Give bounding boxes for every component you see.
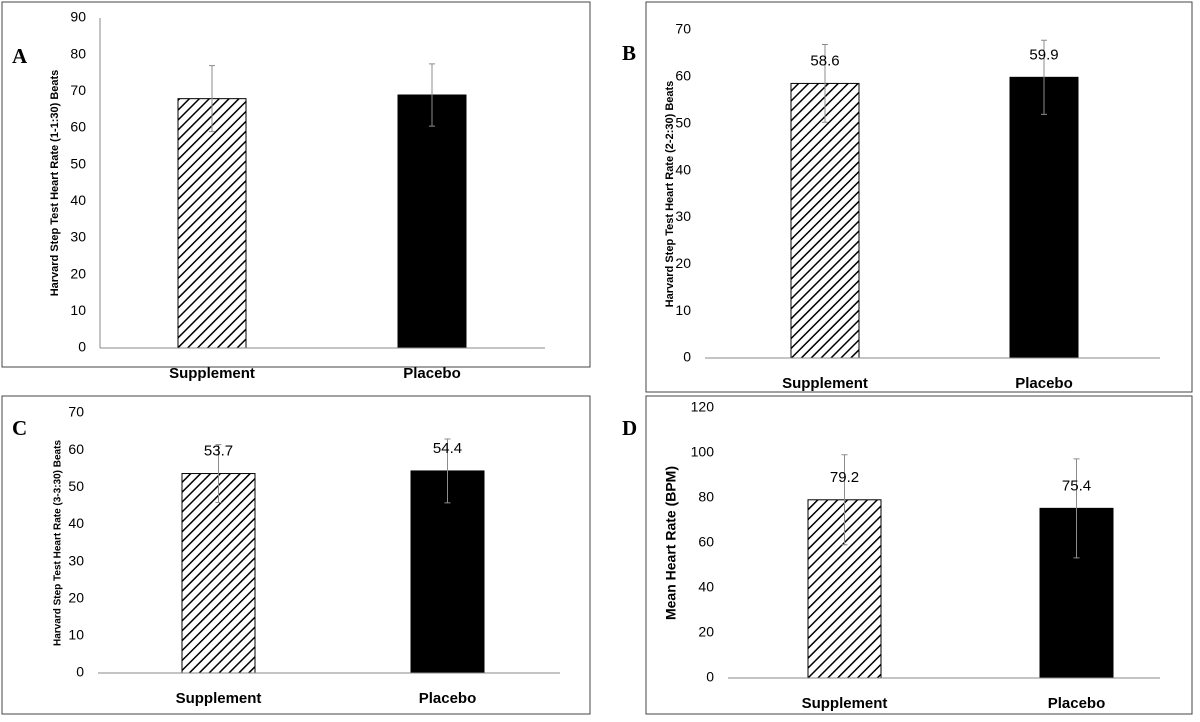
y-tick-label: 40 [698, 579, 714, 595]
y-tick-label: 100 [691, 444, 715, 460]
y-axis-label: Harvard Step Test Heart Rate (1-1:30) Be… [49, 70, 61, 297]
data-label: 79.2 [830, 469, 859, 486]
y-tick-label: 30 [68, 552, 84, 568]
error-bar [1041, 39, 1047, 115]
y-tick-label: 70 [675, 21, 691, 37]
error-bar [209, 65, 215, 133]
y-tick-label: 30 [70, 229, 86, 245]
y-tick-label: 40 [68, 515, 84, 531]
error-bar [429, 63, 435, 127]
y-tick-label: 50 [675, 114, 691, 130]
y-tick-label: 20 [698, 624, 714, 640]
data-label: 58.6 [810, 52, 839, 69]
x-tick-label: Placebo [403, 365, 461, 382]
x-tick-label: Placebo [1015, 375, 1073, 392]
error-bar [444, 438, 451, 504]
data-label: 53.7 [204, 443, 233, 460]
y-tick-label: 0 [683, 349, 691, 365]
y-tick-label: 50 [70, 155, 86, 171]
y-tick-label: 70 [70, 82, 86, 98]
bar [397, 94, 467, 349]
y-tick-label: 10 [70, 302, 86, 318]
panel-label: A [12, 44, 28, 68]
panel-label: D [622, 416, 637, 440]
y-axis-label: Mean Heart Rate (BPM) [663, 466, 679, 620]
y-axis-label: Harvard Step Test Heart Rate (3-3:30) Be… [53, 440, 64, 646]
y-tick-label: 20 [675, 255, 691, 271]
y-tick-label: 60 [68, 441, 84, 457]
y-tick-label: 20 [68, 589, 84, 605]
bar [410, 470, 485, 674]
bar [790, 82, 860, 359]
data-label: 75.4 [1062, 477, 1091, 494]
data-label: 54.4 [433, 440, 462, 457]
y-tick-label: 120 [691, 399, 715, 415]
y-tick-label: 40 [675, 161, 691, 177]
error-bar [215, 444, 222, 504]
panel-frame [645, 395, 1193, 715]
x-tick-label: Supplement [169, 365, 255, 382]
data-label: 59.9 [1029, 46, 1058, 63]
y-tick-label: 30 [675, 208, 691, 224]
y-tick-label: 10 [675, 302, 691, 318]
y-tick-label: 60 [675, 68, 691, 84]
x-tick-label: Supplement [782, 375, 868, 392]
y-tick-label: 10 [68, 627, 84, 643]
error-bar [841, 454, 848, 546]
panel-frame [1, 1, 591, 368]
y-tick-label: 40 [70, 192, 86, 208]
bar [181, 473, 256, 674]
error-bar [822, 44, 828, 123]
x-tick-label: Placebo [419, 690, 477, 707]
y-tick-label: 0 [78, 339, 86, 355]
panel-label: B [622, 41, 636, 65]
y-axis-label: Harvard Step Test Heart Rate (2-2:30) Be… [664, 81, 676, 308]
y-tick-label: 90 [70, 9, 86, 25]
panel-frame [1, 395, 591, 715]
y-tick-label: 60 [698, 534, 714, 550]
panel-label: C [12, 416, 27, 440]
y-tick-label: 80 [698, 489, 714, 505]
bar [177, 98, 247, 349]
bar [1009, 76, 1079, 359]
y-tick-label: 70 [68, 404, 84, 420]
x-tick-label: Supplement [176, 690, 262, 707]
panel-frame [645, 1, 1193, 393]
y-tick-label: 80 [70, 45, 86, 61]
error-bar [1073, 458, 1080, 559]
y-tick-label: 60 [70, 119, 86, 135]
y-tick-label: 50 [68, 478, 84, 494]
x-tick-label: Supplement [802, 695, 888, 712]
x-tick-label: Placebo [1048, 695, 1106, 712]
y-tick-label: 0 [706, 669, 714, 685]
y-tick-label: 20 [70, 265, 86, 281]
y-tick-label: 0 [76, 664, 84, 680]
